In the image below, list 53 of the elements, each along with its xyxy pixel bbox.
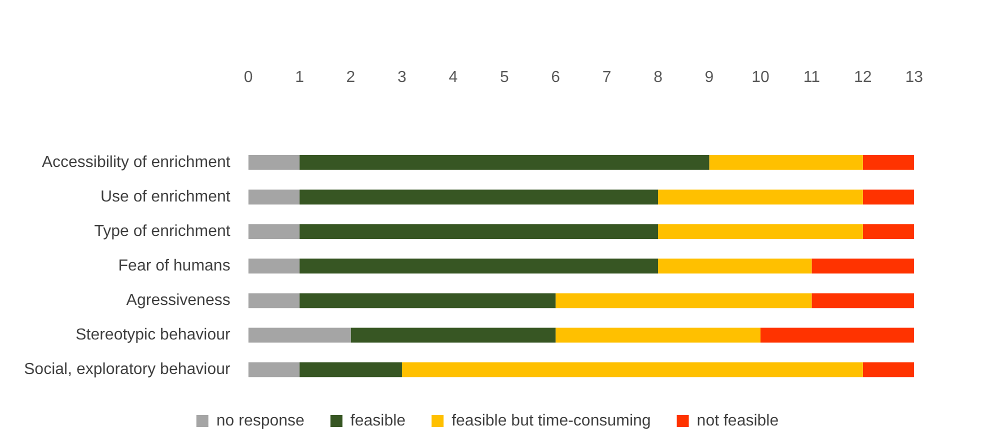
x-tick-label: 11 bbox=[803, 69, 820, 86]
bar bbox=[300, 224, 658, 239]
x-tick-label: 3 bbox=[398, 69, 407, 86]
bar bbox=[862, 224, 914, 239]
legend-label: not feasible bbox=[696, 412, 779, 430]
bar bbox=[248, 224, 300, 239]
bar bbox=[709, 155, 863, 170]
bar bbox=[556, 328, 760, 343]
y-tick-label: Accessibility of enrichment bbox=[42, 154, 231, 171]
bar bbox=[862, 190, 914, 204]
x-tick-label: 10 bbox=[752, 69, 770, 86]
bar bbox=[862, 362, 914, 378]
x-tick-label: 8 bbox=[654, 69, 663, 86]
x-tick-label: 9 bbox=[704, 69, 714, 86]
legend-label: feasible but time-consuming bbox=[452, 412, 651, 430]
bar bbox=[760, 328, 914, 343]
x-tick-label: 1 bbox=[295, 69, 304, 86]
bar bbox=[248, 258, 300, 274]
y-tick-label: Use of enrichment bbox=[100, 188, 231, 206]
y-tick-label: Social, exploratory behaviour bbox=[24, 361, 231, 378]
x-tick-label: 4 bbox=[448, 69, 458, 86]
y-tick-label: Stereotypic behaviour bbox=[76, 326, 231, 344]
bar bbox=[402, 362, 863, 378]
bar bbox=[300, 293, 556, 308]
bar bbox=[658, 190, 863, 204]
bar bbox=[658, 224, 863, 239]
legend-label: feasible bbox=[350, 412, 406, 430]
bar bbox=[812, 258, 914, 274]
x-tick-label: 5 bbox=[500, 69, 509, 86]
bar bbox=[862, 155, 914, 170]
bar bbox=[812, 293, 914, 308]
bar bbox=[556, 293, 812, 308]
bar bbox=[300, 362, 402, 378]
bar bbox=[248, 362, 300, 378]
bar bbox=[248, 293, 300, 308]
legend-label: no response bbox=[216, 412, 305, 430]
x-tick-label: 12 bbox=[854, 69, 872, 86]
bar bbox=[248, 155, 300, 170]
bar bbox=[658, 258, 812, 274]
y-tick-label: Type of enrichment bbox=[94, 222, 231, 240]
bar bbox=[300, 155, 710, 170]
x-tick-label: 13 bbox=[905, 69, 924, 86]
bar bbox=[300, 258, 658, 274]
x-tick-label: 0 bbox=[244, 69, 253, 86]
bar bbox=[300, 190, 658, 204]
x-tick-label: 2 bbox=[346, 69, 356, 86]
y-tick-label: Agressiveness bbox=[126, 292, 230, 310]
bar bbox=[350, 328, 556, 343]
bar bbox=[248, 190, 300, 204]
x-tick-label: 7 bbox=[602, 69, 612, 86]
y-tick-label: Fear of humans bbox=[118, 258, 230, 275]
x-tick-label: 6 bbox=[551, 69, 560, 86]
bar bbox=[248, 328, 351, 343]
